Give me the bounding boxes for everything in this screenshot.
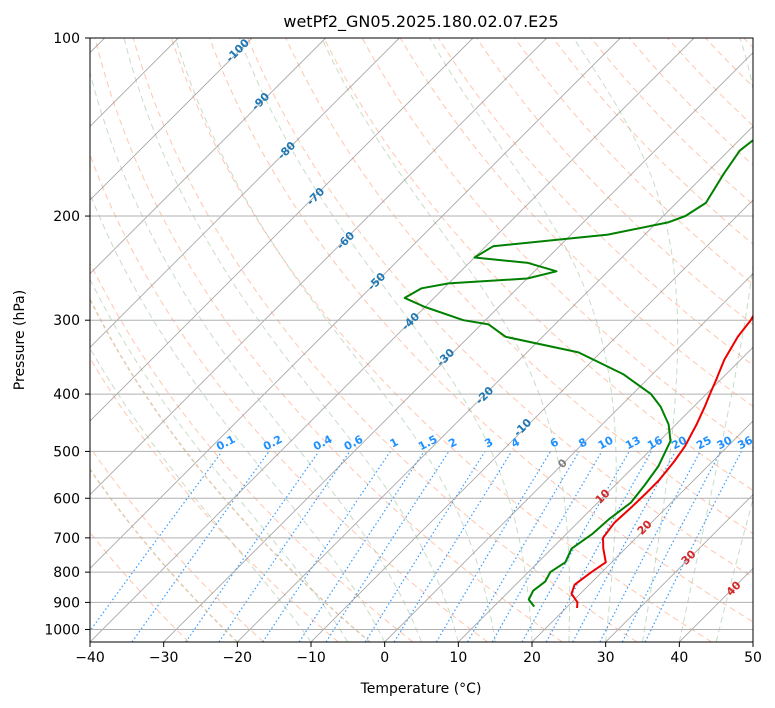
plot-frame <box>89 37 754 643</box>
background-lines <box>90 38 753 642</box>
dry-adiabat <box>90 446 264 642</box>
isotherm-line <box>458 346 753 642</box>
moist-adiabat <box>678 38 753 642</box>
mixing-ratio-label: 13 <box>623 434 643 453</box>
moist-adiabat <box>715 497 753 642</box>
dry-adiabat <box>476 38 753 326</box>
moist-adiabat <box>429 38 617 642</box>
dry-adiabat <box>90 261 414 642</box>
axes: −40 −30 −20 −10 0 10 20 30 40 50 100 200 300 400 500 60… <box>44 31 762 666</box>
isotherm-line <box>90 38 474 422</box>
x-tick-label: 10 <box>449 650 467 666</box>
temperature-profile-line <box>570 314 753 609</box>
isotherm-line <box>90 38 547 496</box>
dry-adiabat <box>94 38 563 642</box>
x-tick-label: 50 <box>744 650 762 666</box>
mixing-ratio-line <box>644 451 743 642</box>
dry-adiabat <box>170 38 712 642</box>
dry-adiabat <box>247 38 753 578</box>
moist-adiabat <box>90 278 349 642</box>
x-axis-title: Temperature (°C) <box>360 681 482 697</box>
y-tick-label: 200 <box>53 209 80 225</box>
mixing-ratio-label: 16 <box>645 433 665 452</box>
dry-adiabat <box>209 38 753 623</box>
y-tick-label: 1000 <box>44 622 80 638</box>
x-tick-label: 30 <box>597 650 615 666</box>
isotherm-line <box>90 38 253 201</box>
mixing-ratio-label: 25 <box>694 434 714 453</box>
reference-curve <box>90 297 371 642</box>
isotherm-line <box>163 52 753 642</box>
moist-adiabat <box>123 38 459 642</box>
moist-adiabat <box>90 70 422 642</box>
reference-curve <box>90 467 238 642</box>
moist-adiabat <box>573 38 679 642</box>
isotherm-line <box>90 38 621 569</box>
x-tick-label: 20 <box>523 650 541 666</box>
y-tick-label: 600 <box>53 491 80 507</box>
x-tick-label: −40 <box>75 650 105 666</box>
isotherm-line <box>237 125 753 642</box>
mixing-ratio-line <box>90 451 223 632</box>
x-tick-label: −30 <box>149 650 179 666</box>
x-tick-label: 0 <box>380 650 389 666</box>
y-tick-label: 800 <box>53 565 80 581</box>
mixing-ratio-line <box>572 451 677 642</box>
plot-background <box>90 38 753 642</box>
isotherm-line <box>310 199 753 642</box>
moist-adiabat <box>90 192 386 642</box>
series-lines <box>403 139 753 609</box>
mixing-ratio-line <box>621 451 722 642</box>
isotherm-line <box>752 641 753 642</box>
isotherm-line <box>384 273 753 642</box>
dry-adiabat <box>514 38 753 285</box>
mixing-ratio-line <box>325 451 450 642</box>
mixing-ratio-line <box>435 451 552 642</box>
mixing-ratio-label: 30 <box>715 433 735 452</box>
y-tick-label: 900 <box>53 595 80 611</box>
x-tick-label: −10 <box>296 650 326 666</box>
isotherm-line <box>90 38 326 275</box>
mixing-ratio-label: 10 <box>596 433 616 452</box>
x-tick-label: −20 <box>223 650 253 666</box>
moist-adiabat <box>321 38 571 642</box>
chart-title: wetPf2_GN05.2025.180.02.07.E25 <box>283 12 558 32</box>
mixing-ratio-line <box>599 451 701 642</box>
mixing-ratio-line <box>393 451 513 642</box>
dry-adiabat <box>285 38 753 535</box>
isotherm-line <box>90 38 695 642</box>
isotherm-line <box>531 420 753 642</box>
dry-adiabat <box>90 357 339 642</box>
y-axis-title: Pressure (hPa) <box>12 290 28 390</box>
y-tick-label: 300 <box>53 313 80 329</box>
moist-adiabat <box>174 38 496 642</box>
dry-adiabat <box>323 38 753 492</box>
y-tick-label: 500 <box>53 444 80 460</box>
isotherm-line <box>90 38 400 348</box>
mixing-ratio-label: 36 <box>735 433 755 452</box>
y-tick-label: 100 <box>53 31 80 47</box>
isotherm-line <box>605 494 753 642</box>
dewpoint-profile-line <box>403 139 753 608</box>
mixing-ratio-line <box>521 451 630 642</box>
mixing-ratio-line <box>545 451 652 642</box>
y-tick-label: 700 <box>53 531 80 547</box>
x-tick-label: 40 <box>670 650 688 666</box>
mixing-ratio-line <box>185 451 320 642</box>
y-tick-label: 400 <box>53 387 80 403</box>
